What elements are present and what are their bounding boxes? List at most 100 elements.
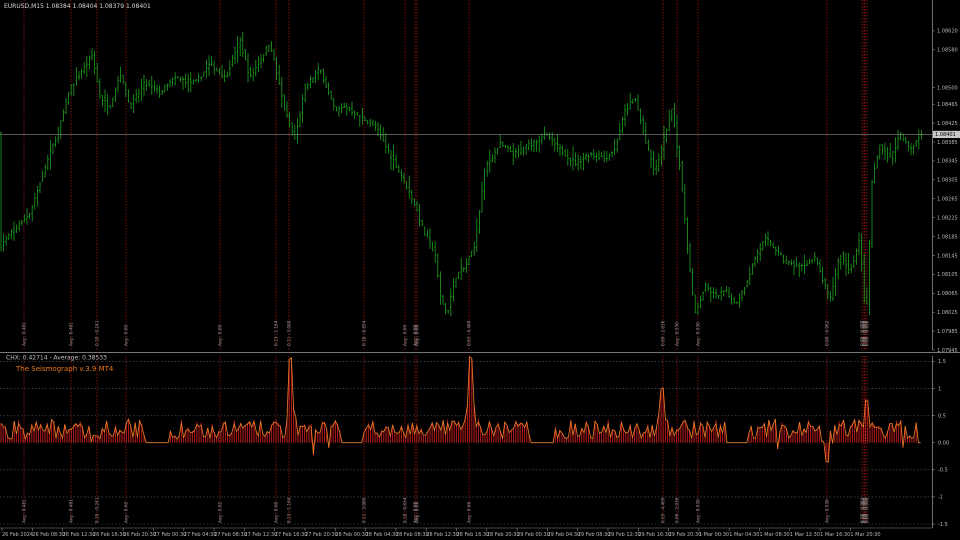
price-bar	[23, 214, 26, 223]
price-bar	[473, 241, 476, 256]
price-bar	[254, 60, 257, 77]
price-bar	[811, 259, 814, 264]
price-bar	[205, 59, 208, 78]
price-bar	[176, 76, 179, 79]
price-bar	[379, 124, 382, 140]
price-bar	[96, 62, 99, 83]
price-bar	[514, 147, 517, 159]
price-bar	[538, 135, 541, 153]
event-label-lower: Avg : 0.62	[218, 502, 223, 523]
event-label-lower: Avg : 0.530	[696, 499, 701, 523]
price-bar	[665, 128, 668, 143]
price-bar	[384, 133, 387, 154]
price-bar	[26, 207, 28, 225]
price-bar	[845, 252, 847, 276]
price-bar	[364, 116, 366, 122]
price-bar	[559, 143, 561, 157]
price-bar	[865, 287, 868, 305]
price-bar	[595, 152, 598, 162]
price-bar	[423, 226, 426, 237]
price-bar	[322, 68, 325, 84]
price-bar	[486, 160, 489, 177]
price-bar	[842, 251, 845, 265]
price-bar	[886, 146, 889, 163]
price-bar	[169, 79, 171, 87]
price-bar	[569, 157, 572, 167]
time-tick-label: 26 Feb 08:30	[32, 532, 65, 538]
time-tick-label: 26 Feb 20:30	[123, 532, 156, 538]
price-bar	[782, 254, 785, 264]
price-bar	[639, 108, 642, 125]
time-tick-label: 1 Mar 12:30	[790, 532, 820, 538]
price-bar	[405, 181, 408, 190]
price-bar	[49, 139, 52, 170]
price-bar	[410, 189, 413, 205]
price-bar	[249, 66, 252, 78]
price-bar	[826, 284, 829, 300]
price-bar	[374, 120, 377, 131]
price-bar	[764, 233, 767, 247]
time-tick-label: 28 Feb 16:30	[457, 532, 490, 538]
price-bar	[31, 204, 34, 222]
price-bar	[891, 151, 894, 166]
indicator-tick-label: -1.5	[938, 522, 948, 528]
price-bar	[221, 64, 223, 78]
price-bar	[470, 250, 473, 258]
price-bar	[127, 89, 130, 103]
price-bar	[130, 102, 132, 109]
price-bar	[312, 77, 314, 84]
price-bar	[41, 170, 44, 182]
price-bar	[371, 119, 374, 127]
price-bar	[444, 302, 447, 315]
event-labels: Avg : 0.481 Avg : 0.481 Avg : 0.481 Avg : 0…	[22, 320, 870, 523]
event-label-upper: 0.09 : 0.990	[860, 320, 865, 346]
price-bar	[530, 138, 533, 151]
price-bar	[5, 235, 8, 246]
price-bar	[335, 106, 338, 112]
event-label-upper: Avg : 0.481	[22, 322, 27, 346]
price-candles[interactable]	[0, 31, 932, 317]
price-bar	[296, 118, 299, 144]
price-bar	[785, 255, 788, 265]
seismograph-histogram[interactable]	[0, 356, 921, 463]
price-bar	[54, 136, 57, 148]
price-bar	[78, 71, 80, 81]
price-bar	[881, 144, 884, 155]
price-bar	[863, 253, 866, 304]
price-bar	[761, 241, 764, 251]
price-bar	[340, 103, 343, 114]
price-bar	[332, 97, 335, 111]
price-bar	[353, 110, 356, 119]
price-bar	[553, 137, 556, 152]
price-bar	[462, 266, 465, 273]
event-label-upper: Avg : 0.481	[69, 322, 74, 346]
price-bar	[366, 119, 369, 125]
price-bar	[642, 115, 645, 135]
price-bar	[873, 162, 876, 184]
price-bar	[52, 143, 54, 154]
price-bar	[400, 169, 403, 182]
time-tick-label: 28 Feb 20:30	[487, 532, 520, 538]
price-bar	[585, 152, 587, 161]
price-bar	[790, 259, 793, 266]
price-bar	[912, 144, 915, 155]
price-bar	[501, 141, 504, 148]
price-bar	[291, 122, 294, 136]
price-bar	[67, 91, 70, 105]
price-bar	[93, 50, 96, 75]
price-bar	[868, 239, 871, 316]
event-label-upper: Avg : 0.68	[415, 325, 420, 346]
price-bar	[143, 74, 145, 97]
event-label-upper: Avg : 0.68	[413, 325, 418, 346]
time-tick-label: 28 Feb 08:30	[396, 532, 429, 538]
event-label-lower: 0.09 : 0.990	[863, 497, 868, 523]
event-label-upper: 0.09 : 0.990	[865, 320, 870, 346]
price-bar	[478, 210, 481, 234]
price-bar	[239, 36, 242, 57]
price-bar	[111, 97, 114, 108]
price-bar	[496, 147, 499, 155]
price-bar	[421, 219, 424, 227]
price-tick-label: 1.08105	[937, 272, 958, 278]
price-tick-label: 1.08385	[937, 140, 958, 146]
